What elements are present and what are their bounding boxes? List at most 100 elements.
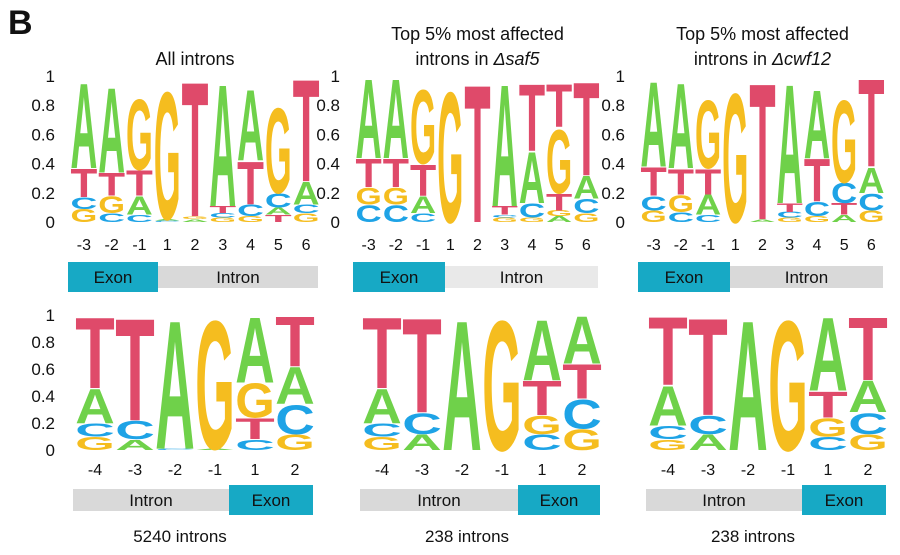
logo-letter-g: G — [98, 192, 125, 219]
logo-letter-g: G — [777, 217, 803, 224]
logo-letter-c: C — [573, 195, 599, 218]
logo-letter-c: C — [640, 192, 666, 215]
position-label: 1 — [538, 462, 547, 479]
intron-segment — [730, 266, 883, 288]
logo-letter-g: G — [768, 282, 808, 489]
logo-column-1: CAG — [154, 54, 181, 258]
y-tick-label: 0.2 — [31, 414, 55, 433]
logo-letter-g: G — [237, 215, 264, 224]
exon-segment — [68, 262, 158, 292]
intron-label: Intron — [216, 268, 259, 287]
logo-letter-c: C — [237, 202, 264, 220]
logo-letter-a: A — [640, 58, 666, 194]
y-tick-label: 0.6 — [31, 125, 55, 144]
exon-segment — [229, 485, 313, 515]
position-label: 1 — [824, 462, 833, 479]
panel-title-line: Top 5% most affected — [391, 24, 564, 44]
logo-letter-t: T — [573, 55, 599, 204]
logo-letter-c: C — [235, 437, 275, 454]
logo-letter-t: T — [362, 297, 402, 410]
position-label: -1 — [701, 237, 715, 254]
logo-letter-t: T — [519, 64, 545, 171]
logo-letter-a: A — [402, 430, 442, 455]
logo-letter-g: G — [804, 215, 830, 224]
position-label: 3 — [785, 237, 794, 254]
y-tick-label: 1 — [46, 67, 55, 86]
logo-letter-c: C — [293, 202, 320, 216]
logo-letter-t: T — [75, 297, 115, 410]
logo-letter-c: C — [75, 420, 115, 441]
y-tick-label: 0 — [46, 213, 55, 232]
intron-segment — [445, 266, 598, 288]
position-label: 1 — [731, 237, 740, 254]
y-tick-label: 0 — [46, 441, 55, 460]
y-tick-label: 0.2 — [31, 184, 55, 203]
logo-letter-t: T — [209, 204, 237, 215]
position-label: -1 — [208, 462, 222, 479]
logo-letter-c: C — [115, 416, 155, 445]
intron-label: Intron — [417, 491, 460, 510]
exon-label: Exon — [94, 268, 133, 287]
logo-letter-c: C — [804, 198, 830, 221]
logo-letter-g: G — [640, 207, 666, 225]
position-label: 2 — [758, 237, 767, 254]
logo-letter-a: A — [546, 215, 572, 224]
logo-letter-t: T — [858, 53, 884, 194]
logo-letter-t: T — [235, 412, 275, 446]
position-label: 2 — [291, 462, 300, 479]
intron-label: Intron — [129, 491, 172, 510]
logo-letter-g: G — [383, 183, 409, 210]
logo-panel-1: All introns00.20.40.60.81GCTACGTACATGCAG… — [31, 42, 320, 292]
position-label: 1 — [163, 237, 172, 254]
logo-letter-a: A — [492, 48, 518, 243]
logo-letter-t: T — [115, 288, 155, 451]
exon-segment — [518, 485, 600, 515]
logo-letter-g: G — [808, 412, 848, 442]
logo-letter-c: C — [492, 214, 518, 218]
position-label: -2 — [389, 237, 403, 254]
logo-letter-t: T — [126, 162, 153, 204]
logo-letter-g: G — [209, 217, 236, 224]
logo-letter-t: T — [70, 161, 97, 206]
logo-letter-c: C — [808, 433, 848, 454]
position-label: -2 — [741, 462, 755, 479]
position-label: -3 — [77, 237, 91, 254]
position-label: -3 — [646, 237, 660, 254]
logo-column--3: ACT — [402, 291, 442, 455]
logo-letter-g: G — [482, 282, 522, 489]
logo-letter-c: C — [402, 407, 442, 440]
logo-letter-a: A — [858, 160, 884, 201]
logo-letter-a: A — [265, 205, 292, 217]
logo-panel-3: Top 5% most affected introns in Δcwf12 0 0.… — [601, 24, 885, 292]
logo-letter-c: C — [154, 220, 181, 222]
logo-letter-t: T — [848, 298, 888, 399]
logo-letter-g: G — [695, 81, 721, 189]
y-tick-label: 0.8 — [316, 96, 340, 115]
logo-letter-a: A — [777, 51, 803, 240]
logo-letter-g: G — [265, 83, 292, 219]
logo-letter-t: T — [668, 162, 694, 202]
logo-letter-a: A — [562, 303, 602, 379]
position-label: 6 — [582, 237, 591, 254]
logo-letter-g: G — [437, 55, 463, 262]
logo-letter-c: C — [648, 422, 688, 443]
exon-label: Exon — [380, 268, 419, 287]
logo-letter-t: T — [546, 189, 572, 216]
logo-letter-a: A — [848, 372, 888, 422]
logo-letter-g: G — [182, 216, 209, 220]
exon-segment — [353, 262, 445, 292]
logo-letter-c: C — [668, 209, 694, 225]
y-tick-label: 0.6 — [601, 125, 625, 144]
